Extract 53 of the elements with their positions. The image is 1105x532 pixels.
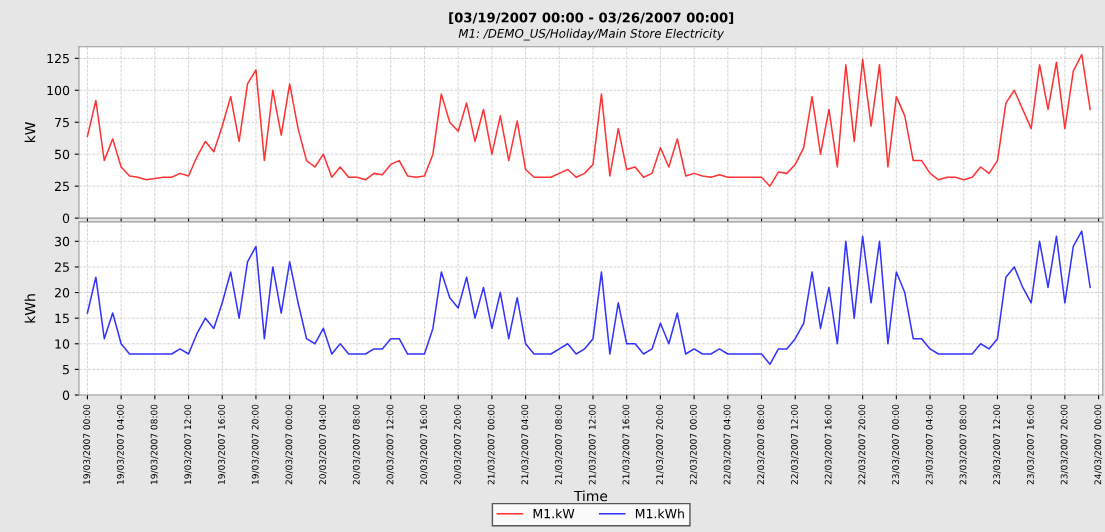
text: 24/03/2007 00:00: [1094, 404, 1102, 485]
y-tick-label: 50: [55, 149, 70, 160]
y-tick-label: 125: [47, 53, 69, 64]
y-tick-label: 0: [62, 213, 70, 224]
x-axis-title: Time: [573, 490, 608, 502]
text: 20/03/2007 20:00: [453, 404, 462, 485]
text: 23/03/2007 20:00: [1060, 404, 1069, 485]
text: 21/03/2007 00:00: [487, 404, 496, 485]
text: 20/03/2007 12:00: [386, 404, 395, 485]
text: 19/03/2007 12:00: [184, 404, 192, 484]
legend-label: M1.kW: [533, 508, 575, 519]
text: 22/03/2007 20:00: [858, 404, 866, 485]
text: 19/03/2007 04:00: [116, 404, 125, 484]
y-tick-label: 25: [54, 181, 69, 192]
y-tick-label: 0: [62, 390, 70, 400]
text: 20/03/2007 08:00: [352, 404, 361, 485]
text: 20/03/2007 16:00: [420, 404, 428, 485]
text: 19/03/2007 08:00: [150, 404, 159, 484]
text: 22/03/2007 00:00: [689, 404, 698, 485]
text: 23/03/2007 08:00: [959, 404, 968, 485]
text: 21/03/2007 20:00: [656, 404, 664, 485]
text: 20/03/2007 00:00: [285, 404, 293, 485]
text: 19/03/2007 16:00: [218, 404, 226, 484]
text: 21/03/2007 16:00: [622, 404, 631, 485]
y-axis-title: kWh: [24, 294, 36, 323]
chart-subtitle: M1: /DEMO_US/Holiday/Main Store Electricity: [458, 28, 725, 41]
y-tick-label: 15: [55, 313, 69, 324]
line-series: [86, 53, 1091, 187]
y-tick-label: 30: [55, 236, 70, 247]
text: 23/03/2007 04:00: [925, 404, 934, 485]
text: 23/03/2007 00:00: [892, 404, 900, 485]
text: 19/03/2007 20:00: [251, 404, 260, 484]
chart-title: [03/19/2007 00:00 - 03/26/2007 00:00]: [449, 12, 734, 24]
text: 21/03/2007 12:00: [588, 404, 597, 485]
y-tick-label: 5: [62, 365, 69, 375]
text: 22/03/2007 04:00: [723, 404, 732, 485]
text: 22/03/2007 12:00: [791, 404, 799, 485]
y-tick-label: 25: [54, 262, 69, 272]
y-tick-label: 10: [55, 339, 70, 349]
text: 23/03/2007 12:00: [993, 404, 1001, 485]
text: 21/03/2007 08:00: [555, 404, 563, 485]
y-tick-label: 100: [47, 85, 70, 96]
y-tick-label: 75: [55, 117, 69, 128]
text: 22/03/2007 08:00: [757, 404, 765, 485]
legend-label: M1.kWh: [635, 508, 684, 519]
text: 20/03/2007 04:00: [319, 404, 327, 485]
line-series: [86, 230, 1091, 366]
text: 22/03/2007 16:00: [824, 404, 833, 485]
text: 23/03/2007 16:00: [1026, 404, 1035, 485]
text: 21/03/2007 04:00: [521, 404, 529, 485]
y-axis-title: kW: [24, 122, 36, 143]
text: 19/03/2007 00:00: [83, 404, 91, 484]
y-tick-label: 20: [54, 288, 70, 298]
